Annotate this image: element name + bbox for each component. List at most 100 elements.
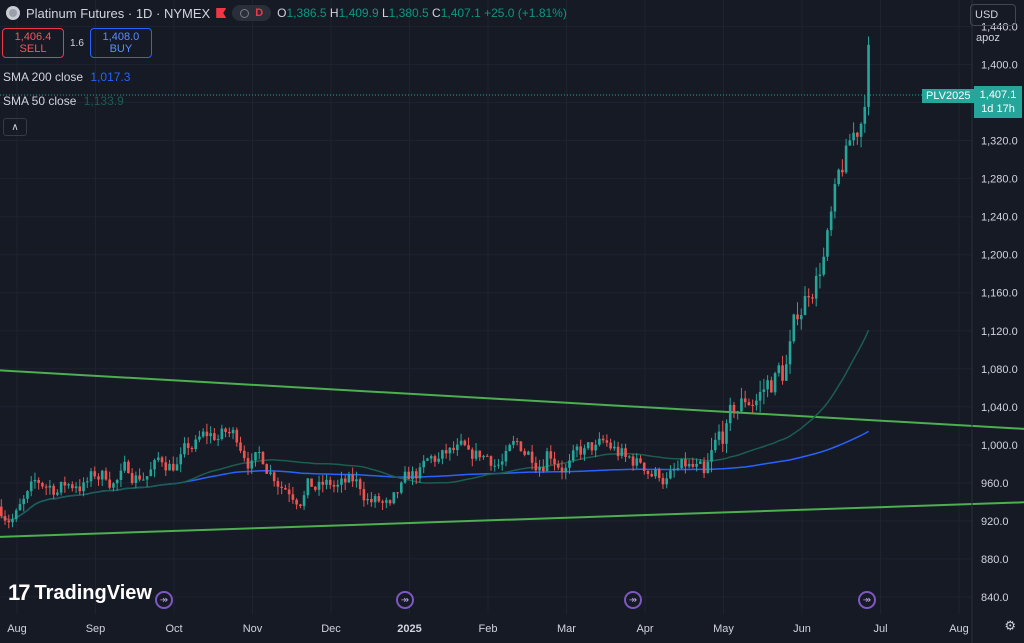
candle-body	[691, 463, 695, 467]
event-icon[interactable]: ↠	[155, 591, 173, 609]
candle-body	[560, 467, 564, 473]
scale-mode[interactable]: apoz	[972, 28, 1020, 48]
candle	[37, 477, 40, 490]
candle-body	[639, 458, 642, 463]
buy-button[interactable]: 1,408.0 BUY	[89, 28, 152, 58]
candle	[545, 447, 549, 472]
symbol-title[interactable]: Platinum Futures · 1D · NYMEX	[26, 5, 211, 21]
candle-body	[123, 461, 126, 471]
candle-body	[579, 446, 583, 455]
candle-body	[680, 459, 683, 469]
indicator-sma200[interactable]: SMA 200 close 1,017.3	[3, 70, 130, 84]
candle	[803, 286, 807, 316]
candle	[14, 508, 18, 523]
candle-body	[216, 439, 220, 441]
candle	[571, 444, 575, 463]
candle	[672, 462, 676, 478]
candle-body	[500, 461, 504, 465]
chart-header: Platinum Futures · 1D · NYMEX D O1,386.5…	[6, 4, 567, 22]
candle	[343, 474, 347, 490]
candle	[209, 426, 212, 444]
high-label: H	[329, 6, 339, 20]
candle-body	[74, 486, 78, 489]
candle-body	[194, 439, 197, 450]
candle-body	[134, 475, 138, 483]
candle-body	[482, 455, 485, 458]
candle	[310, 478, 313, 487]
candle	[194, 435, 197, 452]
settings-gear-icon[interactable]: ⚙	[1004, 618, 1016, 633]
candle	[276, 477, 280, 495]
candle	[269, 464, 272, 476]
candle	[620, 443, 624, 459]
candle-body	[452, 447, 455, 451]
candle	[758, 380, 762, 413]
last-price-tag: 1,407.1 1d 17h	[974, 86, 1022, 118]
candle-body	[381, 501, 384, 503]
candle-body	[781, 365, 784, 381]
candle	[575, 443, 579, 458]
candle	[826, 228, 829, 262]
indicator-sma50[interactable]: SMA 50 close 1,133.9	[3, 94, 124, 108]
candle-body	[497, 464, 500, 466]
candle-body	[833, 184, 837, 212]
candle	[381, 499, 384, 510]
candle-body	[444, 450, 448, 454]
candle	[680, 458, 683, 470]
candle-body	[399, 482, 403, 493]
currency-select[interactable]: USD	[970, 4, 1016, 26]
candle-body	[153, 460, 156, 470]
candle-body	[478, 450, 482, 458]
candle-body	[571, 450, 575, 461]
candle	[799, 308, 803, 330]
red-flag-icon[interactable]	[216, 8, 227, 18]
candle-body	[190, 447, 194, 450]
candle-body	[814, 275, 818, 299]
candle-body	[97, 476, 100, 480]
buy-price: 1,408.0	[102, 31, 140, 43]
candle	[728, 397, 732, 432]
y-tick-label: 1,280.0	[981, 174, 1018, 186]
candle	[844, 138, 848, 174]
event-icon[interactable]: ↠	[624, 591, 642, 609]
candle-body	[310, 478, 313, 487]
candle-body	[613, 446, 616, 449]
event-icon[interactable]: ↠	[858, 591, 876, 609]
candle	[553, 451, 556, 471]
visibility-badge[interactable]: D	[232, 5, 272, 21]
candle	[257, 446, 261, 460]
candle-body	[313, 486, 317, 490]
candle	[650, 470, 654, 478]
candle-body	[575, 446, 579, 451]
candle	[295, 498, 298, 510]
candle-body	[459, 440, 463, 445]
x-tick-label: Feb	[479, 623, 498, 635]
candle	[639, 455, 642, 464]
candle-body	[467, 445, 470, 450]
candle	[370, 492, 373, 507]
collapse-indicators-button[interactable]: ∧	[3, 118, 27, 136]
candle-body	[437, 458, 440, 462]
candle	[272, 470, 276, 487]
candle-body	[302, 495, 306, 507]
candle-body	[770, 380, 773, 393]
platinum-symbol-icon[interactable]	[6, 6, 20, 20]
candle-body	[598, 438, 601, 445]
candle	[773, 371, 777, 396]
event-icon[interactable]: ↠	[396, 591, 414, 609]
tradingview-logo[interactable]: 17 TradingView	[8, 580, 152, 606]
y-tick-label: 1,200.0	[981, 250, 1018, 262]
candle	[392, 492, 396, 505]
candle-body	[418, 467, 422, 479]
candle	[287, 483, 291, 503]
candle	[429, 454, 433, 464]
candle	[713, 432, 717, 453]
candle-body	[220, 428, 224, 440]
sell-button[interactable]: 1,406.4 SELL	[2, 28, 64, 58]
candle-body	[213, 433, 216, 440]
candle-body	[52, 485, 55, 495]
y-tick-label: 840.0	[981, 592, 1009, 604]
sma50-line	[0, 329, 870, 521]
candle-body	[351, 474, 354, 482]
